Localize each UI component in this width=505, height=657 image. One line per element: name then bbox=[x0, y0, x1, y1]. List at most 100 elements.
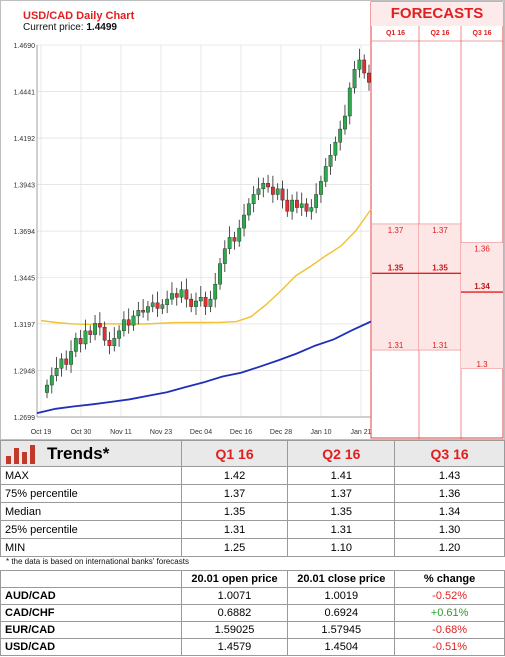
forecast-band bbox=[372, 223, 419, 351]
candle-body bbox=[184, 289, 189, 300]
forecast-column-label: Q2 16 bbox=[430, 30, 449, 37]
candle-body bbox=[107, 340, 112, 347]
candle-body bbox=[362, 59, 367, 74]
open-price: 1.4579 bbox=[180, 638, 289, 656]
candle-body bbox=[261, 183, 266, 190]
forecast-median-label: 1.35 bbox=[432, 263, 448, 272]
candle-body bbox=[141, 310, 146, 313]
cell-value: 1.10 bbox=[287, 538, 396, 557]
candle-body bbox=[314, 194, 319, 208]
trends-footnote: * the data is based on international ban… bbox=[6, 557, 189, 566]
current-price-value: 1.4499 bbox=[86, 22, 117, 33]
cell-value: 1.35 bbox=[180, 502, 289, 521]
table-row: MIN 1.25 1.10 1.20 bbox=[0, 538, 505, 557]
candle-body bbox=[275, 188, 280, 195]
candle-body bbox=[333, 141, 338, 156]
candle-body bbox=[150, 302, 155, 307]
candle-body bbox=[59, 358, 64, 369]
candle-body bbox=[73, 338, 78, 352]
candle-body bbox=[251, 194, 256, 205]
y-tick-label: 1.3197 bbox=[14, 322, 36, 329]
y-tick-label: 1.2948 bbox=[14, 368, 36, 375]
fx-rates-table: 20.01 open price 20.01 close price % cha… bbox=[0, 570, 505, 656]
candle-body bbox=[309, 207, 314, 212]
candle-body bbox=[49, 375, 54, 386]
moving-average-short-line bbox=[40, 208, 372, 326]
y-tick-label: 1.4690 bbox=[14, 43, 36, 50]
forecast-p25-label: 1.3 bbox=[476, 360, 488, 369]
candle-body bbox=[266, 183, 270, 188]
candle-body bbox=[213, 283, 218, 300]
forecast-band bbox=[461, 242, 503, 369]
candle-body bbox=[131, 315, 136, 326]
trends-title: Trends* bbox=[47, 443, 110, 463]
candle-body bbox=[69, 351, 73, 365]
candle-body bbox=[237, 227, 242, 242]
current-price-label: Current price: bbox=[23, 22, 84, 33]
cell-value: 1.31 bbox=[287, 520, 396, 539]
row-label: 75% percentile bbox=[0, 484, 182, 503]
forecast-p25-label: 1.31 bbox=[432, 341, 448, 350]
x-tick-label: Nov 11 bbox=[110, 429, 132, 436]
x-tick-label: Oct 30 bbox=[71, 429, 92, 436]
candle-body bbox=[347, 87, 352, 117]
forecast-median-label: 1.35 bbox=[388, 263, 404, 272]
percent-change: -0.51% bbox=[394, 638, 505, 656]
forecast-p75-label: 1.37 bbox=[432, 226, 448, 235]
candle-body bbox=[218, 263, 222, 285]
table-row: 75% percentile 1.37 1.37 1.36 bbox=[0, 484, 505, 503]
fx-header-open: 20.01 open price bbox=[180, 570, 289, 588]
forecast-p75-label: 1.36 bbox=[474, 245, 490, 254]
row-label: MAX bbox=[0, 466, 182, 485]
candle-body bbox=[121, 319, 126, 332]
candle-body bbox=[232, 237, 237, 242]
row-label: MIN bbox=[0, 538, 182, 557]
candle-body bbox=[285, 199, 290, 212]
candle-body bbox=[290, 199, 295, 212]
cell-value: 1.37 bbox=[287, 484, 396, 503]
forecast-column-label: Q3 16 bbox=[472, 30, 491, 37]
candle-body bbox=[112, 338, 117, 347]
candle-body bbox=[179, 289, 184, 298]
x-tick-label: Jan 21 bbox=[350, 429, 371, 436]
percent-change: -0.68% bbox=[394, 621, 505, 639]
candle-body bbox=[352, 69, 357, 89]
cell-value: 1.30 bbox=[394, 520, 505, 539]
candle-body bbox=[155, 302, 160, 309]
trends-header-row: Trends* Q1 16 Q2 16 Q3 16 bbox=[0, 440, 505, 467]
table-row: 25% percentile 1.31 1.31 1.30 bbox=[0, 520, 505, 539]
forecast-column-label: Q1 16 bbox=[386, 30, 405, 37]
candle-body bbox=[88, 330, 93, 335]
candle-body bbox=[93, 323, 97, 335]
candle-body bbox=[256, 188, 261, 195]
table-row: USD/CAD 1.4579 1.4504 -0.51% bbox=[0, 638, 505, 656]
y-tick-label: 1.2699 bbox=[14, 415, 36, 422]
candle-body bbox=[64, 358, 69, 365]
current-price: Current price: 1.4499 bbox=[23, 22, 117, 33]
bar-chart-icon bbox=[6, 444, 35, 464]
x-tick-label: Nov 23 bbox=[150, 429, 172, 436]
cell-value: 1.41 bbox=[287, 466, 396, 485]
candle-body bbox=[328, 155, 333, 167]
candle-body bbox=[343, 115, 347, 130]
forecast-median-label: 1.34 bbox=[474, 282, 490, 291]
cell-value: 1.43 bbox=[394, 466, 505, 485]
candle-body bbox=[189, 298, 194, 307]
candle-body bbox=[54, 368, 59, 376]
cell-value: 1.34 bbox=[394, 502, 505, 521]
candle-body bbox=[160, 304, 165, 309]
cell-value: 1.37 bbox=[180, 484, 289, 503]
table-row: MAX 1.42 1.41 1.43 bbox=[0, 466, 505, 485]
forecasts-title: FORECASTS bbox=[390, 5, 484, 22]
candle-body bbox=[97, 323, 102, 328]
candle-body bbox=[45, 384, 49, 393]
fx-header-close: 20.01 close price bbox=[287, 570, 396, 588]
percent-change: +0.61% bbox=[394, 604, 505, 622]
candle-body bbox=[126, 319, 131, 326]
candle-body bbox=[227, 237, 232, 249]
close-price: 1.0019 bbox=[287, 587, 396, 605]
candle-body bbox=[198, 297, 203, 302]
candle-body bbox=[136, 310, 141, 317]
forecast-panel bbox=[370, 1, 504, 439]
candle-body bbox=[117, 330, 121, 339]
